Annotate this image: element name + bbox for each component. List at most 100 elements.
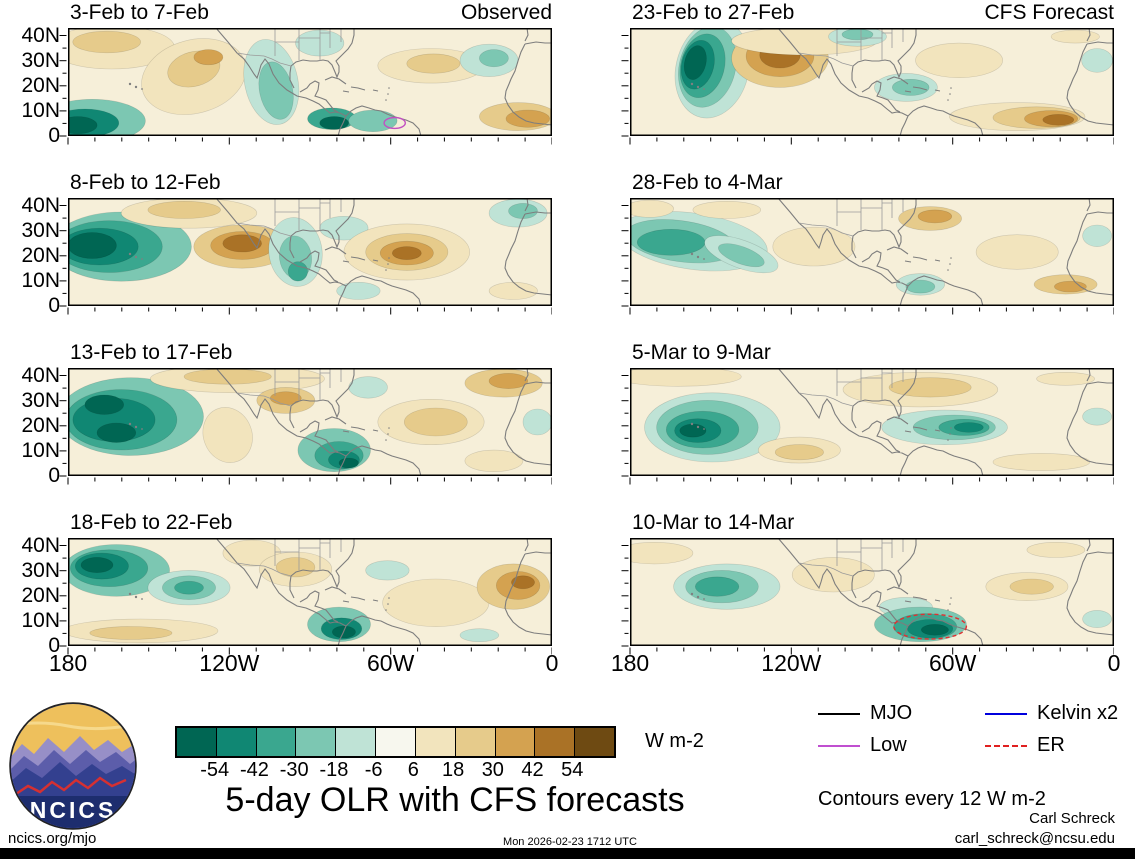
map-svg <box>59 368 553 485</box>
map-panel <box>54 368 553 490</box>
units-label: W m-2 <box>645 730 704 752</box>
panel-title: 10-Mar to 14-Mar <box>632 511 795 534</box>
x-axis-tick-label: 120W <box>199 650 260 676</box>
y-axis-tick-label: 40N <box>21 193 60 217</box>
map-svg <box>59 28 553 145</box>
map-panel <box>54 28 553 150</box>
state-borders <box>798 538 904 577</box>
ncics-logo-graphic: NCICS <box>9 702 137 830</box>
y-axis-tick-label: 40N <box>21 533 60 557</box>
colorbar-segment <box>455 728 496 756</box>
colorbar-tick-label: -42 <box>240 759 269 781</box>
map-svg <box>621 198 1115 315</box>
legend: MJO Kelvin x2 Low ER <box>818 702 1123 766</box>
y-axis-tick-label: 20N <box>21 243 60 267</box>
state-borders <box>236 198 342 237</box>
y-axis-tick-label: 10N <box>21 438 60 462</box>
contours-note: Contours every 12 W m-2 <box>818 788 1046 810</box>
map-frame <box>68 538 552 646</box>
colorbar-tick-label: -18 <box>319 759 349 781</box>
timestamp: Mon 2026-02-23 1712 UTC <box>503 836 637 848</box>
colorbar-segment <box>535 728 576 756</box>
y-axis-tick-label: 40N <box>21 23 60 47</box>
colorbar-segment <box>216 728 257 756</box>
colorbar-tick-label: 6 <box>407 759 419 781</box>
y-axis-tick-label: 40N <box>21 363 60 387</box>
colorbar-segment <box>296 728 337 756</box>
colorbar-segment <box>256 728 297 756</box>
map-frame <box>68 198 552 306</box>
map-frame <box>630 368 1114 476</box>
panel-title: 13-Feb to 17-Feb <box>70 341 233 364</box>
colorbar-segment <box>177 728 217 756</box>
coastline <box>215 198 552 306</box>
colorbar-segment <box>495 728 536 756</box>
x-axis-tick-label: 120W <box>761 650 822 676</box>
map-svg <box>621 28 1115 145</box>
map-frame <box>68 368 552 476</box>
colorbar-tick-label: 18 <box>441 759 465 781</box>
coastline <box>215 538 552 646</box>
map-panel <box>616 28 1115 150</box>
state-borders <box>236 28 342 67</box>
y-axis-tick-label: 10N <box>21 268 60 292</box>
y-axis-tick-label: 20N <box>21 583 60 607</box>
x-axis-tick-label: 0 <box>545 650 559 676</box>
legend-line-mjo <box>818 713 860 715</box>
y-axis-tick-label: 30N <box>21 48 60 72</box>
y-axis-tick-label: 30N <box>21 388 60 412</box>
map-panel <box>616 368 1115 490</box>
map-frame <box>68 28 552 136</box>
x-axis-tick-label: 60W <box>929 650 977 676</box>
colorbar-tick-label: -6 <box>364 759 383 781</box>
legend-label: Low <box>870 734 907 756</box>
panel-title: 28-Feb to 4-Mar <box>632 171 783 194</box>
map-svg <box>621 538 1115 655</box>
x-axis-tick-label: 0 <box>1107 650 1121 676</box>
panel-title: 5-Mar to 9-Mar <box>632 341 771 364</box>
credit-email: carl_schreck@ncsu.edu <box>954 830 1115 847</box>
colorbar-segment <box>575 728 614 756</box>
map-frame <box>630 198 1114 306</box>
panel-corner-label: Observed <box>460 1 552 24</box>
colorbar-tick-label: 30 <box>481 759 504 781</box>
y-axis-tick-label: 20N <box>21 73 60 97</box>
panel-title: 18-Feb to 22-Feb <box>70 511 233 534</box>
colorbar-segment <box>376 728 416 756</box>
y-axis-tick-label: 30N <box>21 558 60 582</box>
x-axis-tick-label: 180 <box>48 650 88 676</box>
state-borders <box>798 198 904 237</box>
y-axis-tick-label: 0 <box>48 124 60 147</box>
y-axis-tick-label: 20N <box>21 413 60 437</box>
coastline <box>215 28 552 136</box>
y-axis-tick-label: 10N <box>21 608 60 632</box>
panel-corner-label: CFS Forecast <box>984 1 1114 24</box>
map-panel <box>616 538 1115 660</box>
panel-title: 3-Feb to 7-Feb <box>70 1 209 24</box>
legend-label: Kelvin x2 <box>1037 702 1119 724</box>
map-frame <box>630 538 1114 646</box>
map-svg <box>59 198 553 315</box>
y-axis-tick-label: 0 <box>48 294 60 317</box>
y-axis-tick-label: 10N <box>21 98 60 122</box>
legend-line-low <box>818 745 860 747</box>
map-frame <box>630 28 1114 136</box>
legend-line-er <box>985 745 1027 747</box>
state-borders <box>236 368 342 407</box>
colorbar-tick-label: -30 <box>279 759 309 781</box>
colorbar-tick-label: -54 <box>200 759 230 781</box>
coastline <box>777 368 1114 476</box>
coastline <box>777 28 1114 136</box>
colorbar <box>175 726 616 758</box>
state-borders <box>798 28 904 67</box>
colorbar-segment <box>415 728 456 756</box>
map-panel <box>54 538 553 660</box>
state-borders <box>798 368 904 407</box>
logo-redline <box>15 776 127 796</box>
coastline <box>777 538 1114 646</box>
credit-name: Carl Schreck <box>1029 810 1115 827</box>
footer-bar <box>0 848 1135 859</box>
ncics-logo: NCICS <box>8 700 138 832</box>
plot-title: 5-day OLR with CFS forecasts <box>225 781 685 819</box>
